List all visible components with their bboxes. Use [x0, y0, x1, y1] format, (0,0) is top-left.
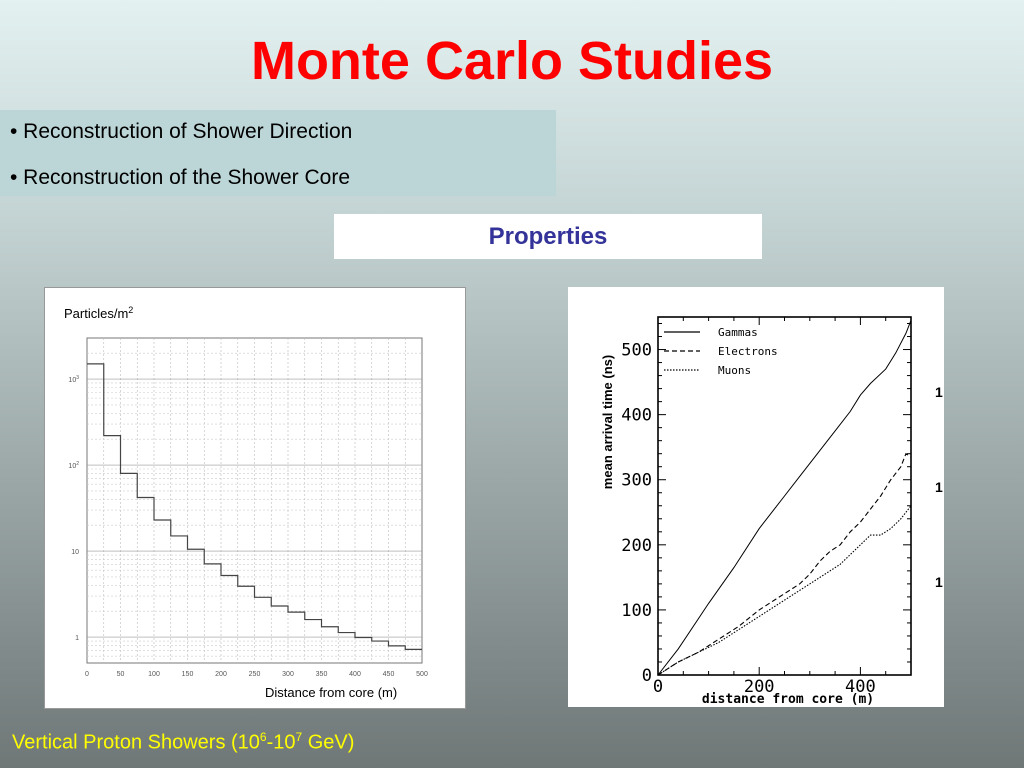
- y-axis-label: Particles/m2: [64, 305, 133, 321]
- y-tick-label: 100: [621, 601, 652, 621]
- x-tick-label: 0: [85, 671, 89, 678]
- y-tick-label: 0: [642, 666, 652, 686]
- histogram-bin: [271, 605, 288, 607]
- histogram-bin: [171, 535, 188, 537]
- y-tick-label: 500: [621, 341, 652, 361]
- y-tick-label: 200: [621, 536, 652, 556]
- histogram-bin: [87, 363, 104, 365]
- histogram-bin: [338, 632, 355, 634]
- bullet-box: • Reconstruction of Shower Direction • R…: [0, 110, 556, 196]
- y-axis-label: mean arrival time (ns): [600, 355, 615, 489]
- histogram-bin: [288, 611, 305, 613]
- side-mark: 1: [935, 384, 943, 400]
- x-axis-label: Distance from core (m): [265, 685, 397, 700]
- x-tick-label: 150: [182, 671, 194, 678]
- density-histogram-chart: Particles/m2 Distance from core (m) 0 50 1…: [64, 305, 428, 700]
- properties-label: Properties: [334, 214, 762, 259]
- y-tick-label: 1: [75, 635, 79, 642]
- x-tick-label: 0: [653, 677, 663, 697]
- caption-mid: -10: [266, 731, 296, 754]
- y-tick-label: 102: [68, 461, 79, 470]
- histogram-series: [87, 363, 422, 650]
- histogram-bin: [322, 626, 339, 628]
- x-tick-label: 100: [148, 671, 160, 678]
- legend-label: Gammas: [718, 326, 758, 339]
- histogram-bin: [121, 472, 138, 474]
- caption-suffix: GeV): [302, 731, 355, 754]
- histogram-bin: [104, 435, 121, 437]
- histogram-bin: [355, 636, 372, 638]
- legend-label: Muons: [718, 364, 751, 377]
- histogram-bin: [137, 496, 154, 498]
- caption-prefix: Vertical Proton Showers (10: [12, 731, 260, 754]
- histogram-bin: [389, 645, 406, 647]
- x-tick-label: 350: [316, 671, 328, 678]
- histogram-bin: [204, 563, 221, 565]
- histogram-bin: [255, 596, 272, 598]
- x-tick-label: 450: [383, 671, 395, 678]
- x-tick-label: 300: [282, 671, 294, 678]
- series-gammas: [657, 320, 912, 676]
- histogram-bin: [221, 575, 238, 577]
- bullet-shower-direction: • Reconstruction of Shower Direction: [10, 120, 353, 143]
- bullet-shower-core: • Reconstruction of the Shower Core: [10, 166, 351, 189]
- histogram-bin: [238, 585, 255, 587]
- caption: Vertical Proton Showers (106-107 GeV): [12, 730, 354, 755]
- caption-exponent-1: 6: [259, 730, 267, 744]
- series-muons: [657, 505, 912, 676]
- y-tick-label: 10: [71, 549, 79, 556]
- y-tick-label: 300: [621, 471, 652, 491]
- histogram-bin: [405, 648, 422, 650]
- x-tick-label: 250: [249, 671, 261, 678]
- side-mark: 1: [935, 574, 943, 590]
- side-mark: 1: [935, 479, 943, 495]
- legend-label: Electrons: [718, 345, 778, 358]
- histogram-bin: [305, 619, 322, 621]
- x-tick-label: 50: [117, 671, 125, 678]
- x-tick-label: 200: [744, 677, 775, 697]
- series-electrons: [657, 452, 912, 676]
- histogram-bin: [154, 519, 171, 521]
- histogram-bin: [372, 640, 389, 642]
- density-histogram-panel: Particles/m2 Distance from core (m) 0 50 1…: [44, 287, 466, 709]
- arrival-time-panel: mean arrival time (ns) distance from cor…: [568, 287, 944, 707]
- arrival-time-chart: mean arrival time (ns) distance from cor…: [600, 316, 943, 707]
- y-tick-label: 400: [621, 406, 652, 426]
- histogram-bin: [188, 548, 205, 550]
- x-tick-label: 200: [215, 671, 227, 678]
- slide-title: Monte Carlo Studies: [250, 31, 774, 91]
- x-tick-label: 400: [845, 677, 876, 697]
- x-tick-label: 400: [349, 671, 361, 678]
- x-tick-label: 500: [416, 671, 428, 678]
- x-axis-label: distance from core (m): [702, 692, 874, 707]
- y-tick-label: 103: [68, 375, 79, 384]
- caption-exponent-2: 7: [295, 730, 303, 744]
